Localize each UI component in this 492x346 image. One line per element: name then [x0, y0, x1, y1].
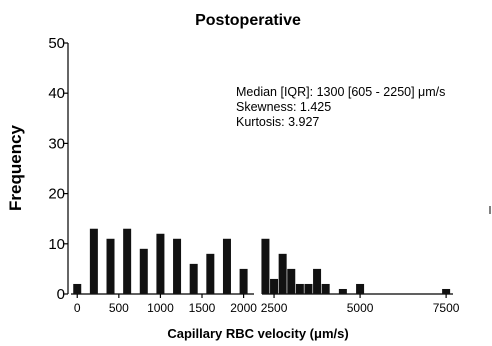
histogram-bar [239, 268, 248, 294]
histogram-bar [123, 228, 132, 294]
x-tick-label: 2000 [230, 301, 257, 315]
x-tick-label: 1500 [189, 301, 216, 315]
x-tick-label: 500 [109, 301, 129, 315]
histogram-bar [106, 238, 115, 294]
histogram-bar [304, 283, 313, 294]
annotation-box: Median [IQR]: 1300 [605 - 2250] μm/s Ske… [236, 85, 445, 129]
histogram-bar [295, 283, 304, 294]
y-tick-label: 0 [57, 286, 65, 303]
annotation-kurtosis: Kurtosis: 3.927 [236, 115, 319, 129]
histogram-bar [313, 268, 322, 294]
y-tick-label: 20 [48, 186, 65, 203]
x-tick-label: 2500 [261, 301, 288, 315]
y-tick-label: 50 [48, 35, 65, 52]
histogram-bar [189, 263, 198, 294]
histogram-bar [442, 288, 451, 294]
histogram-bar [73, 283, 82, 294]
x-axis-label: Capillary RBC velocity (μm/s) [167, 326, 348, 341]
histogram-bar [139, 248, 148, 294]
annotation-skewness: Skewness: 1.425 [236, 100, 331, 114]
histogram-bar [321, 283, 330, 294]
histogram-bar [173, 238, 182, 294]
y-tick-label: 40 [48, 85, 65, 102]
x-tick-label: 0 [74, 301, 81, 315]
histogram-bar [261, 238, 270, 294]
x-tick-label: 7500 [433, 301, 460, 315]
y-tick-label: 10 [48, 236, 65, 253]
histogram-bar [278, 253, 287, 294]
x-tick-label: 5000 [347, 301, 374, 315]
histogram-bar [156, 233, 165, 294]
histogram-bar [338, 288, 347, 294]
histogram-bar [222, 238, 231, 294]
histogram-bar [270, 278, 279, 294]
histogram-bar [89, 228, 98, 294]
histogram-bar [356, 283, 365, 294]
histogram-bar [287, 268, 296, 294]
histogram-bar [206, 253, 215, 294]
annotation-median: Median [IQR]: 1300 [605 - 2250] μm/s [236, 85, 445, 99]
y-tick-label: 30 [48, 135, 65, 152]
x-tick-label: 1000 [147, 301, 174, 315]
chart-title: Postoperative [195, 12, 301, 29]
y-axis-label: Frequency [6, 124, 25, 211]
